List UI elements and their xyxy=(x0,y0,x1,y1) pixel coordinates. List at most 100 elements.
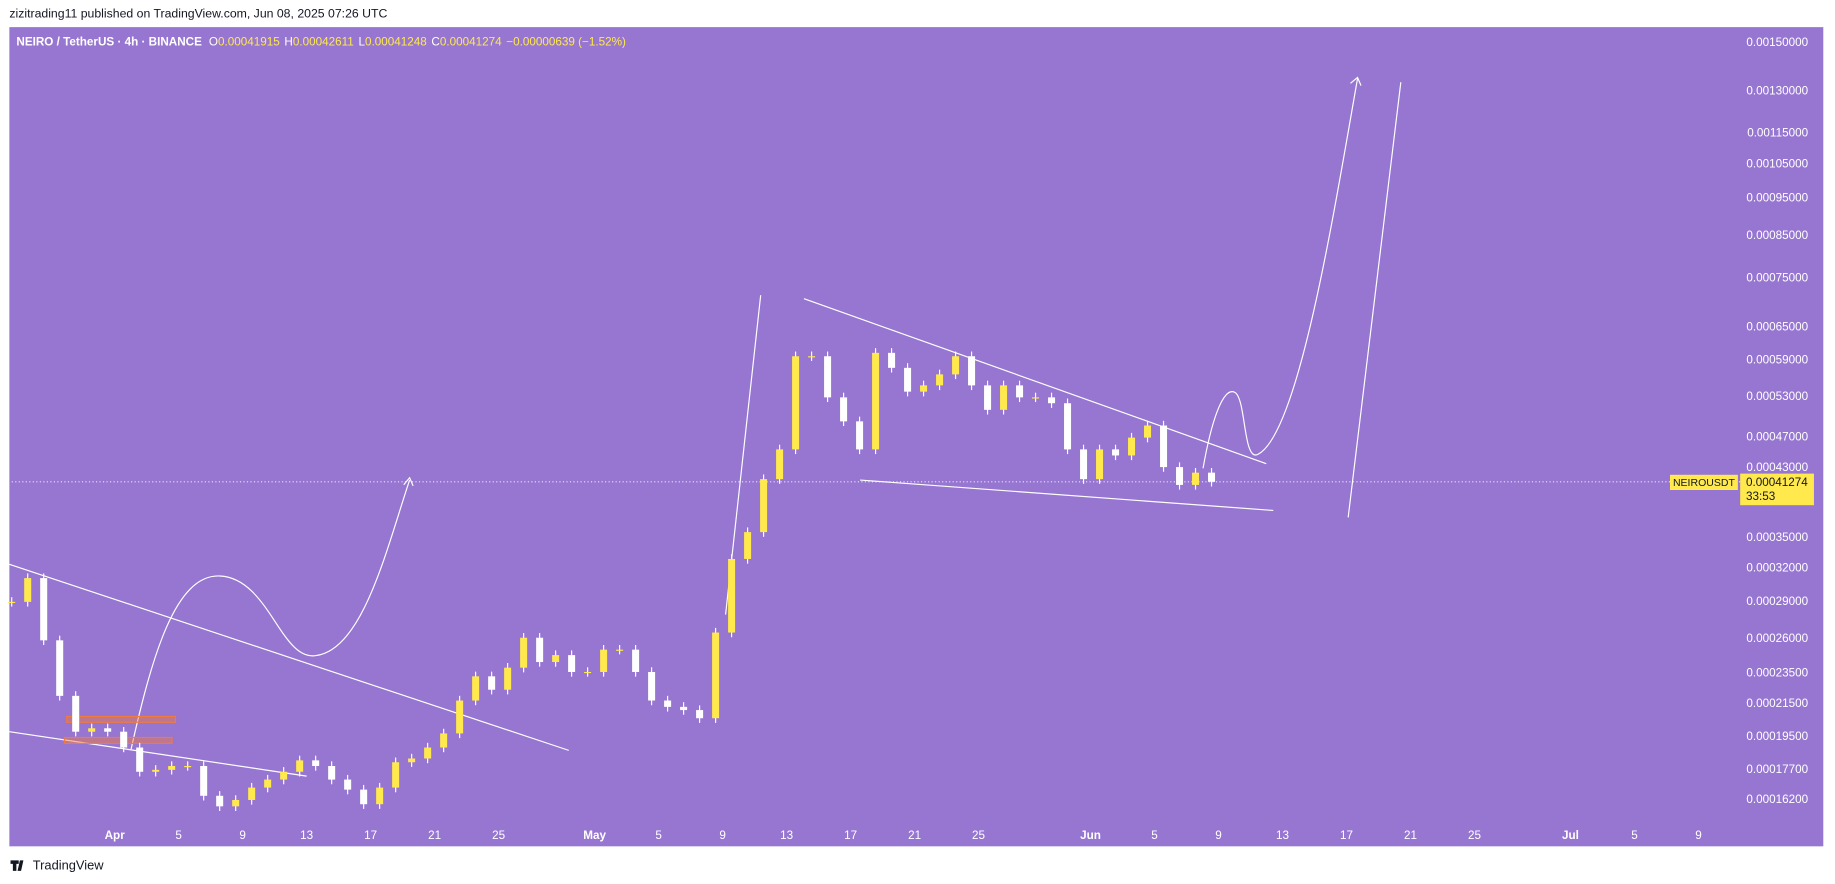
x-tick-label: Apr xyxy=(105,829,126,842)
candle xyxy=(424,747,432,759)
candle xyxy=(856,421,864,450)
projection-path xyxy=(1202,78,1359,469)
x-tick-label: 25 xyxy=(972,829,986,842)
y-tick-label: 0.00130000 xyxy=(1746,85,1808,98)
candle xyxy=(360,789,368,805)
ohlc-value: 0.00042611 xyxy=(293,35,354,48)
x-tick-label: 9 xyxy=(1215,829,1222,842)
y-tick-label: 0.00115000 xyxy=(1747,126,1808,139)
candle xyxy=(1208,472,1216,482)
candle xyxy=(552,655,560,663)
candle xyxy=(792,356,800,450)
ohlc-value: 0.00041915 xyxy=(218,35,280,48)
candle xyxy=(1144,425,1152,438)
symbol-header: NEIRO / TetherUS · 4h · BINANCE O0.000419… xyxy=(16,35,626,48)
drawings xyxy=(9,76,1402,777)
trend-line xyxy=(1347,82,1402,518)
y-tick-label: 0.00035000 xyxy=(1746,531,1808,544)
zone-box xyxy=(66,715,177,723)
candle xyxy=(664,700,672,707)
y-tick-label: 0.00017700 xyxy=(1746,763,1808,776)
candle xyxy=(56,640,64,696)
y-tick-label: 0.00026000 xyxy=(1746,632,1808,645)
price-tag xyxy=(1740,473,1814,506)
candle xyxy=(600,649,608,672)
candle xyxy=(216,795,224,807)
y-tick-label: 0.00029000 xyxy=(1746,595,1808,608)
y-tick-label: 0.00075000 xyxy=(1746,272,1808,285)
symbol-tag-label: NEIROUSDT xyxy=(1673,477,1736,489)
candle xyxy=(1032,397,1040,399)
x-tick-label: 21 xyxy=(908,829,921,842)
candle xyxy=(648,671,656,701)
trend-line xyxy=(9,563,569,751)
candle xyxy=(984,385,992,410)
candle xyxy=(920,385,928,392)
candle xyxy=(584,671,592,674)
candle xyxy=(152,769,160,772)
y-tick-label: 0.00043000 xyxy=(1746,461,1808,474)
candle xyxy=(536,637,544,663)
candle xyxy=(696,710,704,719)
candle xyxy=(712,632,720,719)
candle xyxy=(344,779,352,790)
candle xyxy=(1096,449,1104,480)
candle xyxy=(136,747,144,772)
candle xyxy=(248,787,256,800)
symbol-tag xyxy=(1669,474,1738,491)
x-tick-label: 17 xyxy=(844,829,857,842)
price-tag-value: 0.00041274 xyxy=(1746,476,1808,489)
x-tick-label: May xyxy=(583,829,606,842)
candle xyxy=(760,479,768,533)
y-tick-label: 0.00095000 xyxy=(1746,191,1808,204)
change: −0.00000639 (−1.52%) xyxy=(506,35,626,48)
footer: TradingView xyxy=(10,858,104,873)
candle xyxy=(8,601,16,604)
candle xyxy=(728,558,736,633)
y-tick-label: 0.00032000 xyxy=(1746,561,1808,574)
ohlc-label: L xyxy=(358,35,365,48)
candle xyxy=(1064,403,1072,450)
y-tick-label: 0.00019500 xyxy=(1746,730,1808,743)
ohlc-label: H xyxy=(284,35,292,48)
candle xyxy=(520,637,528,668)
candle xyxy=(200,766,208,796)
x-tick-label: 17 xyxy=(1340,829,1353,842)
x-tick-label: Jul xyxy=(1562,829,1579,842)
candle xyxy=(88,728,96,732)
trend-line xyxy=(9,731,307,777)
arrow-head xyxy=(1350,76,1362,86)
chart-pane xyxy=(9,27,1824,847)
candle xyxy=(40,578,48,641)
candle xyxy=(264,779,272,788)
ohlc-value: 0.00041248 xyxy=(365,35,427,48)
x-tick-label: 13 xyxy=(300,829,313,842)
candle xyxy=(680,706,688,711)
candle xyxy=(808,356,816,358)
candle xyxy=(936,374,944,386)
candle xyxy=(488,676,496,690)
x-tick-label: 13 xyxy=(1276,829,1289,842)
candle xyxy=(376,787,384,805)
candle xyxy=(168,766,176,770)
candle xyxy=(1016,385,1024,398)
x-tick-label: 21 xyxy=(428,829,441,842)
candle xyxy=(1112,449,1120,456)
candle xyxy=(1048,397,1056,404)
y-tick-label: 0.00065000 xyxy=(1746,320,1808,333)
candle xyxy=(1080,449,1088,480)
candle xyxy=(1128,437,1136,456)
x-tick-label: 5 xyxy=(655,829,662,842)
wedge-lower xyxy=(860,479,1274,512)
ohlc-value: 0.00041274 xyxy=(440,35,502,48)
candle xyxy=(632,649,640,672)
candle xyxy=(1176,467,1184,485)
y-tick-label: 0.00016200 xyxy=(1746,793,1808,806)
candle xyxy=(440,733,448,748)
ohlc-label: O xyxy=(209,35,218,48)
zone-box xyxy=(63,736,173,744)
candle xyxy=(24,578,32,602)
price-tag-countdown: 33:53 xyxy=(1746,490,1775,503)
